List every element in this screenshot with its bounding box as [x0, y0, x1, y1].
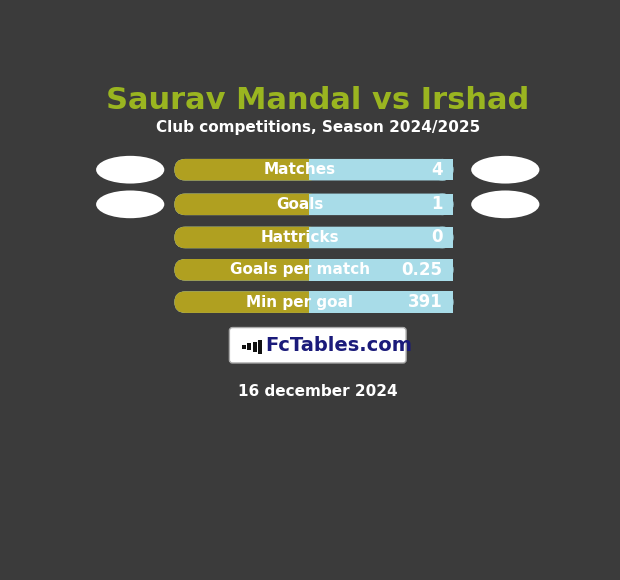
Text: Matches: Matches	[264, 162, 336, 177]
Text: Min per goal: Min per goal	[246, 295, 353, 310]
Text: 4: 4	[431, 161, 443, 179]
Text: 0: 0	[431, 229, 443, 246]
Text: Goals per match: Goals per match	[230, 262, 370, 277]
Bar	[309, 159, 321, 180]
Bar	[319, 159, 453, 180]
FancyBboxPatch shape	[174, 159, 453, 180]
Text: 0.25: 0.25	[402, 261, 443, 279]
FancyBboxPatch shape	[174, 291, 319, 313]
Ellipse shape	[471, 190, 539, 218]
FancyBboxPatch shape	[229, 328, 406, 363]
Text: Goals: Goals	[277, 197, 324, 212]
Ellipse shape	[471, 156, 539, 183]
FancyBboxPatch shape	[432, 159, 453, 180]
Ellipse shape	[96, 156, 164, 183]
Bar	[319, 194, 453, 215]
FancyBboxPatch shape	[174, 194, 319, 215]
Bar	[319, 227, 453, 248]
Text: 391: 391	[408, 293, 443, 311]
FancyBboxPatch shape	[174, 194, 453, 215]
FancyBboxPatch shape	[174, 227, 319, 248]
FancyBboxPatch shape	[174, 259, 319, 281]
Text: 1: 1	[431, 195, 443, 213]
FancyBboxPatch shape	[174, 227, 453, 248]
FancyBboxPatch shape	[174, 259, 453, 281]
Bar	[253, 342, 257, 352]
FancyBboxPatch shape	[432, 291, 453, 313]
Text: Saurav Mandal vs Irshad: Saurav Mandal vs Irshad	[106, 86, 529, 115]
Ellipse shape	[96, 190, 164, 218]
FancyBboxPatch shape	[432, 227, 453, 248]
Text: Club competitions, Season 2024/2025: Club competitions, Season 2024/2025	[156, 120, 480, 135]
Bar	[247, 343, 251, 350]
FancyBboxPatch shape	[432, 194, 453, 215]
Text: FcTables.com: FcTables.com	[265, 336, 412, 355]
Bar	[319, 291, 453, 313]
Bar	[309, 194, 321, 215]
Bar	[309, 259, 321, 281]
Bar	[319, 259, 453, 281]
FancyBboxPatch shape	[174, 291, 453, 313]
Text: 16 december 2024: 16 december 2024	[238, 384, 397, 399]
Bar	[309, 227, 321, 248]
Bar	[309, 291, 321, 313]
Text: Hattricks: Hattricks	[260, 230, 339, 245]
Bar	[258, 340, 262, 354]
FancyBboxPatch shape	[432, 259, 453, 281]
FancyBboxPatch shape	[174, 159, 319, 180]
Bar	[242, 345, 246, 349]
